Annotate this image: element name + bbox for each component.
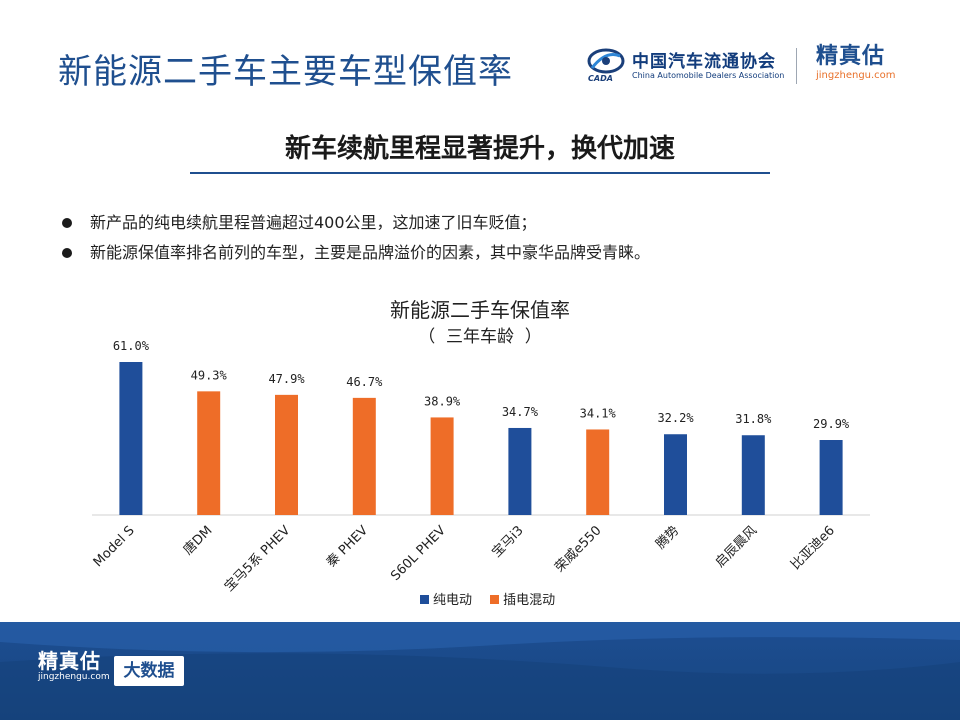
bar	[586, 429, 610, 515]
legend-swatch-phev	[490, 595, 500, 604]
bullet-list: 新产品的纯电续航里程普遍超过400公里，这加速了旧车贬值； 新能源保值率排名前列…	[60, 212, 650, 272]
subtitle-underline	[190, 172, 770, 174]
bar	[275, 394, 298, 515]
bullet-text: 新产品的纯电续航里程普遍超过400公里，这加速了旧车贬值；	[90, 213, 537, 232]
cada-emblem-text: CADA	[588, 74, 613, 83]
x-tick-label: 荣威e550	[552, 523, 604, 575]
footer-logo-cn: 精真估	[38, 649, 101, 673]
cada-name-en: China Automobile Dealers Association	[632, 71, 785, 80]
jingzhengu-logo-cn: 精真估	[816, 44, 886, 69]
bullet-text: 新能源保值率排名前列的车型，主要是品牌溢价的因素，其中豪华品牌受青睐。	[90, 243, 651, 262]
legend-label-phev: 插电混动	[503, 593, 556, 608]
x-tick-label: 秦 PHEV	[324, 523, 371, 570]
footer-logo: 精真估 jingzhengu.com	[38, 650, 110, 683]
chart-title: 新能源二手车保值率	[390, 298, 570, 322]
cada-logo: CADA 中国汽车流通协会 China Automobile Dealers A…	[586, 44, 786, 92]
bullet-dot-icon	[62, 218, 72, 228]
bullet-item: 新能源保值率排名前列的车型，主要是品牌溢价的因素，其中豪华品牌受青睐。	[60, 242, 650, 272]
cada-name-cn: 中国汽车流通协会	[632, 52, 776, 72]
bar	[664, 434, 687, 515]
x-tick-label: 唐DM	[180, 523, 216, 559]
x-tick-label: 比亚迪e6	[788, 523, 838, 573]
bar	[819, 440, 843, 515]
bar	[352, 397, 376, 515]
bar	[119, 362, 143, 515]
footer-band	[0, 622, 960, 720]
x-tick-label: 宝马i3	[489, 523, 526, 560]
legend-item-phev: 插电混动	[490, 589, 555, 608]
x-tick-label: 腾势	[653, 523, 683, 553]
logo-divider	[796, 48, 797, 84]
bullet-dot-icon	[62, 248, 72, 258]
data-label: 46.7%	[346, 375, 383, 389]
bullet-item: 新产品的纯电续航里程普遍超过400公里，这加速了旧车贬值；	[60, 212, 650, 242]
slide-subtitle: 新车续航里程显著提升，换代加速	[284, 134, 675, 164]
footer-logo-en: jingzhengu.com	[38, 672, 110, 682]
x-tick-label: S60L PHEV	[388, 523, 449, 584]
data-label: 47.9%	[268, 372, 305, 386]
footer-badge: 大数据	[114, 656, 184, 686]
x-tick-label: Model S	[91, 523, 138, 570]
data-label: 34.7%	[502, 405, 539, 419]
legend-item-bev: 纯电动	[420, 589, 472, 608]
jingzhengu-logo-en: jingzhengu.com	[816, 70, 896, 81]
bar	[197, 391, 221, 515]
data-label: 32.2%	[657, 411, 694, 425]
legend-swatch-bev	[420, 595, 429, 604]
bar	[430, 417, 454, 515]
jingzhengu-logo: 精真估 jingzhengu.com	[816, 44, 916, 82]
page-title: 新能源二手车主要车型保值率	[58, 52, 513, 92]
chart-subtitle: （ 三年车龄 ）	[418, 327, 542, 347]
bar	[508, 427, 532, 515]
data-label: 61.0%	[113, 339, 150, 353]
chart-legend: 纯电动 插电混动	[420, 589, 569, 608]
data-label: 31.8%	[735, 412, 772, 426]
data-label: 34.1%	[580, 406, 617, 420]
x-tick-label: 启辰晨风	[713, 523, 760, 570]
data-label: 29.9%	[813, 417, 850, 431]
data-label: 38.9%	[424, 394, 461, 408]
footer-wave-decoration	[0, 622, 960, 720]
data-label: 49.3%	[191, 368, 228, 382]
cada-emblem-icon	[587, 48, 625, 74]
legend-label-bev: 纯电动	[433, 593, 473, 608]
bar	[741, 435, 765, 515]
x-tick-label: 宝马5系 PHEV	[222, 523, 294, 595]
